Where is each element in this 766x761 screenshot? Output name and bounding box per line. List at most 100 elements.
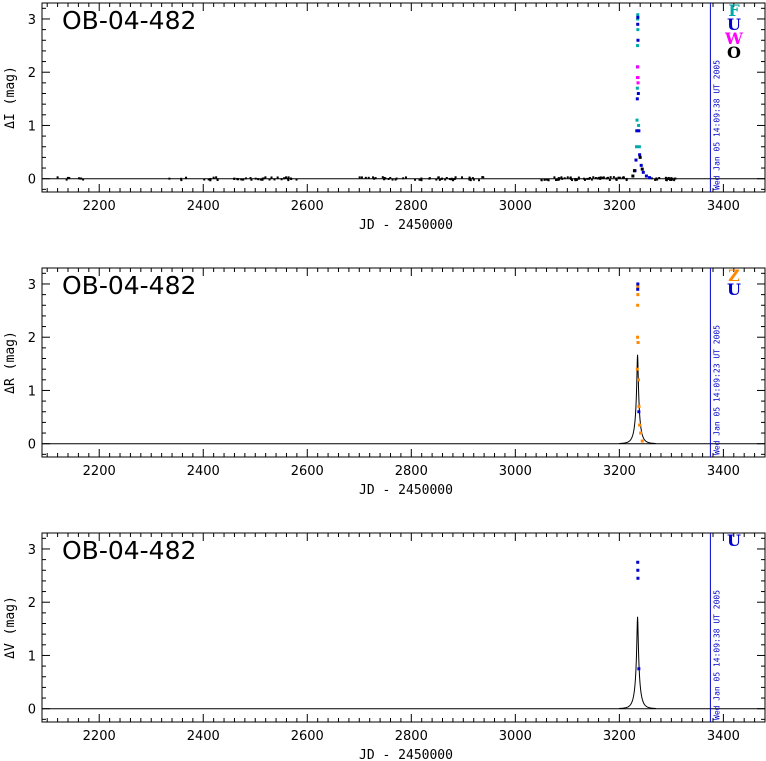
baseline-point: [577, 176, 580, 179]
baseline-point: [287, 177, 290, 180]
x-tick-label: 3200: [603, 199, 636, 214]
baseline-point: [268, 178, 271, 181]
x-tick-label: 3200: [603, 729, 636, 744]
baseline-point: [56, 176, 59, 179]
baseline-point: [261, 178, 264, 181]
legend-entry-w: W: [724, 29, 744, 48]
baseline-point: [454, 176, 457, 179]
baseline-point: [577, 177, 580, 180]
y-tick-label: 1: [28, 384, 36, 399]
x-tick-label: 3000: [499, 199, 532, 214]
data-point-u: [636, 282, 640, 286]
baseline-point: [566, 176, 569, 179]
baseline-point: [209, 177, 212, 180]
baseline-point: [667, 176, 670, 179]
y-axis-label: ΔI (mag): [3, 66, 18, 129]
baseline-point: [440, 177, 443, 180]
data-point-f: [636, 17, 640, 21]
baseline-point: [469, 177, 472, 180]
x-tick-label: 2200: [83, 729, 116, 744]
baseline-point: [625, 177, 628, 180]
baseline-point: [669, 178, 672, 181]
baseline-point: [553, 176, 556, 179]
baseline-point: [254, 177, 257, 180]
data-point-f: [636, 13, 640, 17]
data-point-u: [637, 410, 641, 414]
baseline-point: [650, 177, 653, 180]
baseline-point: [402, 177, 405, 180]
baseline-point: [168, 177, 171, 180]
legend-entry-u: U: [727, 15, 741, 34]
baseline-point: [558, 178, 561, 181]
current-date-label: Wed Jan 05 14:09:23 UT 2005: [712, 325, 721, 455]
data-point-o: [638, 155, 642, 159]
data-point-u: [636, 92, 640, 96]
baseline-point: [418, 178, 421, 181]
baseline-point: [583, 178, 586, 181]
data-point-f: [637, 123, 641, 127]
data-point-o: [632, 169, 636, 173]
baseline-point: [283, 177, 286, 180]
data-point-u: [636, 22, 640, 26]
data-point-u: [641, 170, 645, 174]
data-point-u: [634, 158, 638, 162]
baseline-point: [540, 178, 543, 181]
baseline-point: [367, 176, 370, 179]
baseline-point: [594, 177, 597, 180]
data-point-u: [635, 129, 639, 133]
data-point-o: [631, 174, 635, 178]
baseline-point: [448, 177, 451, 180]
baseline-point: [372, 176, 375, 179]
baseline-point: [574, 179, 577, 182]
baseline-point: [381, 176, 384, 179]
baseline-point: [273, 178, 276, 181]
data-point-z: [637, 404, 641, 408]
baseline-point: [68, 177, 71, 180]
baseline-point: [435, 178, 438, 181]
baseline-point: [569, 177, 572, 180]
event-title: OB-04-482: [62, 271, 196, 300]
event-title: OB-04-482: [62, 536, 196, 565]
data-point-z: [635, 367, 639, 371]
data-point-f: [636, 44, 640, 48]
baseline-point: [615, 178, 618, 181]
baseline-point: [561, 177, 564, 180]
baseline-point: [665, 178, 668, 181]
x-tick-label: 2600: [291, 464, 324, 479]
baseline-point: [590, 178, 593, 181]
baseline-point: [394, 178, 397, 181]
data-point-u: [648, 176, 652, 180]
y-tick-label: 2: [28, 331, 36, 346]
x-tick-label: 3000: [499, 729, 532, 744]
data-point-u: [639, 163, 643, 167]
data-point-f: [637, 145, 641, 149]
baseline-point: [437, 176, 440, 179]
data-point-u: [635, 97, 639, 101]
baseline-point: [575, 178, 578, 181]
panel-3: 2200 2400 2600 2800 3000 3200 3400 0 1 2 3 JD - 245…: [3, 531, 766, 761]
legend-entry-f: F: [728, 1, 740, 20]
x-tick-label: 2600: [291, 199, 324, 214]
data-point-o: [640, 167, 644, 171]
baseline-point: [599, 176, 602, 179]
baseline-point: [471, 177, 474, 180]
baseline-point: [609, 176, 612, 179]
x-tick-label: 3400: [707, 464, 740, 479]
baseline-point: [444, 178, 447, 181]
x-axis-label: JD - 2450000: [359, 218, 453, 233]
x-tick-label: 2600: [291, 729, 324, 744]
baseline-point: [259, 178, 262, 181]
baseline-point: [438, 178, 441, 181]
baseline-point: [605, 177, 608, 180]
baseline-point: [601, 176, 604, 179]
data-point-u: [637, 129, 641, 133]
y-tick-label: 0: [28, 173, 36, 188]
baseline-point: [602, 176, 605, 179]
data-point-u: [638, 153, 642, 157]
baseline-point: [597, 177, 600, 180]
baseline-point: [285, 176, 288, 179]
baseline-point: [589, 176, 592, 179]
plot-frame: [41, 267, 766, 458]
data-point-u: [636, 287, 640, 291]
baseline-point: [545, 178, 548, 181]
